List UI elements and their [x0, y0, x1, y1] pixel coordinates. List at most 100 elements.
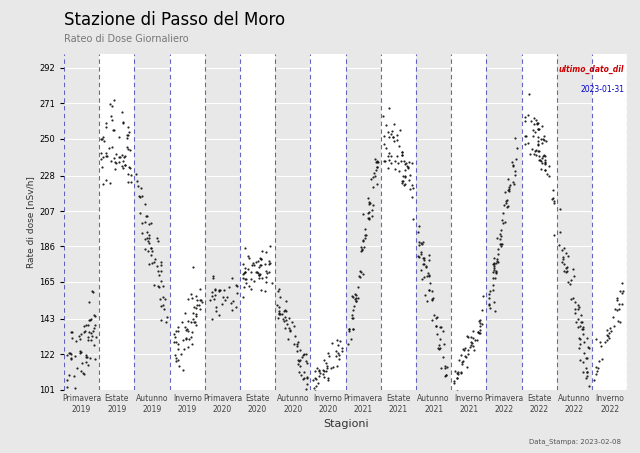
- Point: [108, 96, 118, 103]
- Point: [457, 358, 467, 366]
- Point: [556, 246, 566, 254]
- Point: [470, 337, 481, 344]
- Point: [540, 166, 550, 173]
- Point: [368, 202, 378, 209]
- Point: [499, 202, 509, 209]
- Point: [90, 356, 100, 363]
- Point: [572, 324, 582, 331]
- Point: [160, 295, 170, 303]
- Point: [324, 352, 335, 360]
- Point: [503, 175, 513, 183]
- Bar: [240, 54, 275, 390]
- Point: [182, 325, 193, 332]
- Point: [424, 287, 435, 294]
- Point: [192, 296, 202, 304]
- Point: [533, 125, 543, 133]
- Point: [485, 287, 495, 294]
- Point: [335, 337, 345, 345]
- Point: [274, 304, 284, 311]
- Point: [617, 290, 627, 297]
- Point: [427, 296, 437, 303]
- Point: [310, 368, 321, 375]
- Point: [154, 284, 164, 291]
- Point: [364, 215, 374, 222]
- Point: [397, 151, 407, 159]
- Point: [355, 274, 365, 281]
- Point: [191, 304, 202, 312]
- Point: [593, 357, 604, 364]
- Point: [502, 196, 512, 203]
- Point: [383, 129, 394, 136]
- Point: [489, 298, 499, 305]
- Point: [593, 365, 604, 372]
- Point: [533, 137, 543, 145]
- Point: [421, 262, 431, 270]
- Point: [356, 246, 367, 254]
- Point: [267, 280, 277, 287]
- Point: [427, 316, 437, 323]
- Point: [610, 305, 620, 313]
- Point: [180, 324, 190, 331]
- Point: [319, 357, 329, 364]
- Point: [372, 164, 382, 171]
- Point: [211, 303, 221, 310]
- Point: [301, 357, 311, 365]
- Point: [416, 266, 426, 273]
- Point: [83, 361, 93, 368]
- Point: [604, 332, 614, 339]
- Point: [79, 371, 89, 378]
- Point: [177, 336, 188, 343]
- Point: [102, 152, 112, 159]
- Point: [523, 140, 533, 147]
- Point: [87, 332, 97, 339]
- Point: [264, 268, 274, 275]
- Point: [292, 360, 303, 367]
- Point: [211, 286, 221, 294]
- Point: [255, 287, 266, 294]
- Point: [498, 220, 508, 227]
- Point: [248, 260, 259, 267]
- Point: [468, 343, 478, 350]
- Point: [294, 362, 305, 369]
- Point: [372, 158, 382, 165]
- Point: [97, 133, 108, 140]
- Point: [218, 293, 228, 300]
- Point: [496, 242, 506, 249]
- Point: [337, 347, 348, 355]
- Point: [264, 260, 275, 267]
- Point: [125, 147, 135, 154]
- Text: Stazione di Passo del Moro: Stazione di Passo del Moro: [64, 11, 285, 29]
- Point: [591, 335, 602, 342]
- Point: [292, 343, 302, 350]
- Point: [488, 263, 499, 270]
- Text: Data_Stampa: 2023-02-08: Data_Stampa: 2023-02-08: [529, 438, 621, 445]
- Point: [524, 111, 534, 118]
- Point: [144, 235, 154, 242]
- Point: [540, 160, 550, 168]
- Point: [321, 360, 332, 367]
- Point: [187, 294, 197, 302]
- Point: [91, 333, 101, 341]
- Point: [274, 308, 284, 315]
- Point: [509, 180, 519, 188]
- Point: [365, 175, 376, 183]
- Point: [315, 370, 325, 377]
- Text: ultimo_dato_dil: ultimo_dato_dil: [559, 64, 625, 73]
- Point: [221, 294, 232, 301]
- Point: [364, 198, 374, 205]
- Point: [383, 164, 393, 171]
- Point: [314, 372, 324, 380]
- Point: [261, 279, 271, 286]
- Point: [326, 364, 337, 371]
- Point: [97, 164, 107, 171]
- Point: [399, 181, 409, 188]
- Point: [500, 199, 511, 206]
- Point: [276, 311, 287, 318]
- Point: [356, 243, 366, 251]
- Point: [209, 295, 219, 303]
- Point: [413, 253, 423, 260]
- Point: [417, 240, 428, 247]
- Point: [508, 178, 518, 185]
- Point: [467, 328, 477, 335]
- Point: [348, 312, 358, 319]
